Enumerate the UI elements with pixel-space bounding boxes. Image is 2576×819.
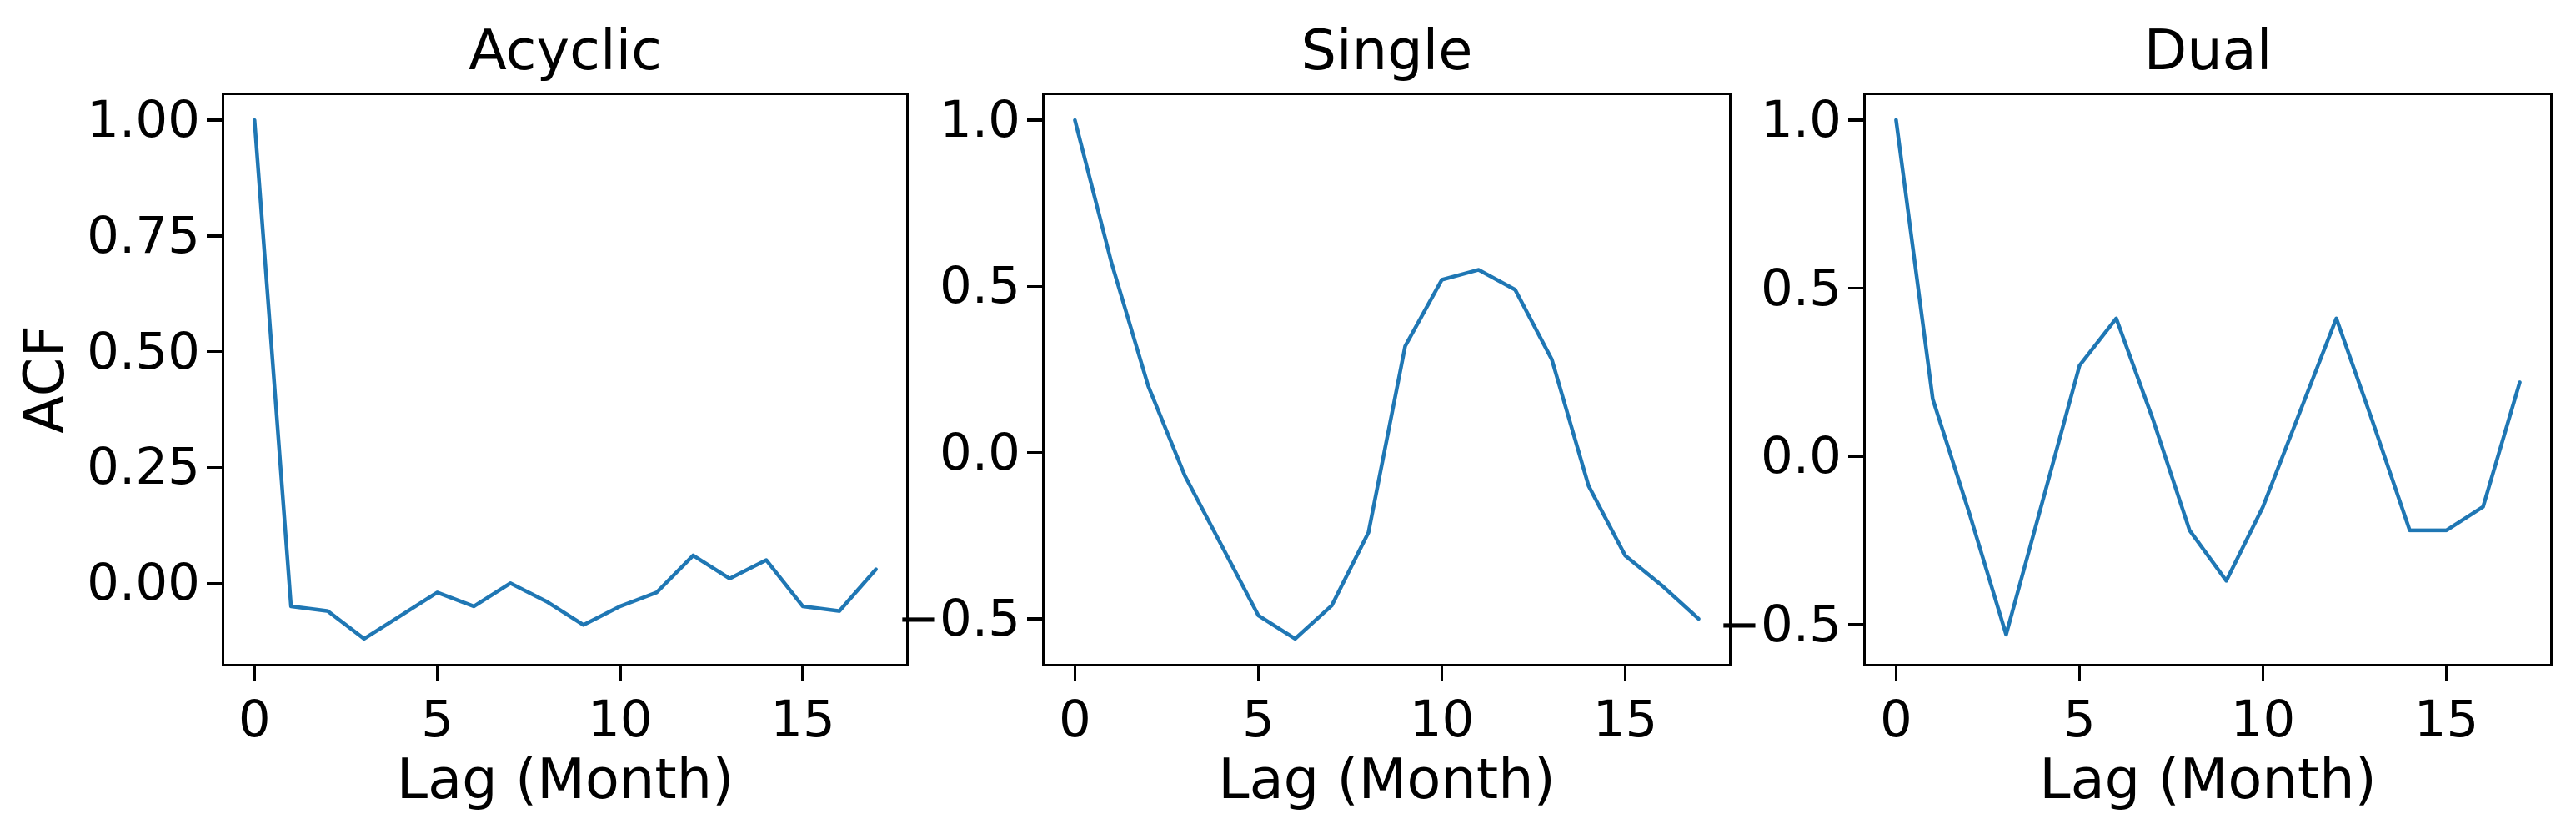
plot-title-acyclic: Acyclic [468, 18, 663, 83]
plot-area-dual [1863, 93, 2553, 666]
plot-canvas-dual [1894, 118, 2522, 637]
x-tick-label: 15 [2413, 690, 2479, 749]
plot-canvas-acyclic [253, 118, 878, 641]
x-tick-label: 0 [238, 690, 271, 749]
x-tick-label: 5 [421, 690, 454, 749]
y-tick-mark [207, 349, 222, 354]
y-tick-label: 1.00 [87, 90, 200, 150]
y-tick-mark [1027, 284, 1042, 289]
plot-title-single: Single [1301, 18, 1473, 83]
y-tick-mark [1848, 623, 1863, 626]
acf-line-acyclic [253, 118, 878, 641]
x-tick-mark [435, 666, 439, 681]
x-axis-label-dual: Lag (Month) [2039, 746, 2377, 811]
x-tick-mark [801, 666, 804, 681]
x-axis-label-acyclic: Lag (Month) [396, 746, 734, 811]
x-tick-label: 5 [2063, 690, 2096, 749]
x-tick-mark [2077, 666, 2082, 681]
y-tick-label: 1.0 [939, 90, 1020, 150]
x-tick-mark [1073, 666, 1077, 681]
y-tick-mark [207, 581, 222, 585]
plot-area-acyclic [222, 93, 909, 666]
x-tick-label: 10 [587, 690, 653, 749]
acf-line-single [1073, 118, 1701, 641]
acf-line-dual [1894, 118, 2522, 637]
y-tick-label: −0.5 [1717, 594, 1842, 654]
x-tick-mark [1894, 666, 1898, 681]
x-tick-label: 5 [1242, 690, 1275, 749]
y-tick-mark [207, 118, 222, 122]
y-tick-mark [1848, 286, 1863, 290]
plot-canvas-single [1073, 118, 1701, 641]
y-tick-label: 0.75 [87, 205, 200, 265]
x-tick-label: 10 [1409, 690, 1475, 749]
y-tick-mark [207, 234, 222, 238]
y-tick-mark [1027, 450, 1042, 455]
x-axis-label-single: Lag (Month) [1218, 746, 1556, 811]
x-tick-mark [1440, 666, 1444, 681]
y-tick-label: 0.5 [939, 256, 1020, 316]
x-tick-label: 0 [1880, 690, 1912, 749]
y-tick-mark [1848, 455, 1863, 458]
y-tick-label: −0.5 [896, 588, 1020, 648]
y-tick-label: 0.50 [87, 321, 200, 381]
x-tick-mark [2261, 666, 2265, 681]
y-tick-label: 1.0 [1760, 89, 1842, 149]
x-tick-mark [2444, 666, 2448, 681]
y-tick-label: 0.00 [87, 553, 200, 613]
y-tick-label: 0.0 [1760, 426, 1842, 486]
x-tick-label: 15 [1592, 690, 1658, 749]
y-tick-mark [1027, 617, 1042, 621]
x-tick-mark [1623, 666, 1627, 681]
y-tick-mark [207, 465, 222, 470]
plot-area-single [1042, 93, 1732, 666]
y-tick-label: 0.5 [1760, 258, 1842, 318]
x-tick-mark [253, 666, 257, 681]
y-tick-mark [1848, 118, 1863, 122]
y-tick-label: 0.0 [939, 422, 1020, 482]
plot-title-dual: Dual [2143, 18, 2273, 83]
y-tick-mark [1027, 118, 1042, 122]
x-tick-mark [1256, 666, 1260, 681]
x-tick-label: 15 [770, 690, 835, 749]
y-tick-label: 0.25 [87, 437, 200, 497]
x-tick-label: 0 [1059, 690, 1091, 749]
x-tick-mark [619, 666, 622, 681]
x-tick-label: 10 [2230, 690, 2296, 749]
